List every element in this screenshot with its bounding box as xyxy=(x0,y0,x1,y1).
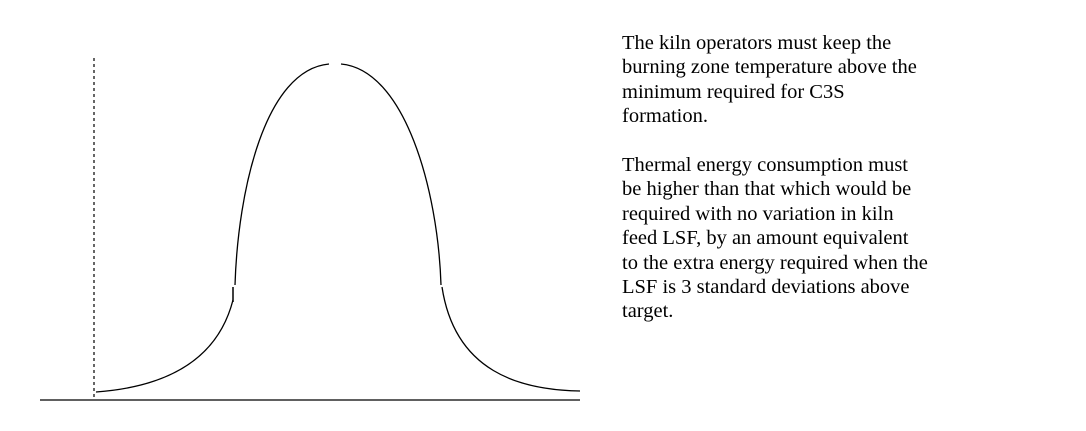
distribution-curve-diagram xyxy=(40,58,581,401)
paragraph-temperature: The kiln operators must keep the burning… xyxy=(622,32,917,128)
bell-curve-left-tail xyxy=(95,299,234,393)
bell-curve-left-side xyxy=(234,63,330,286)
paragraph-energy: Thermal energy consumption must be highe… xyxy=(622,154,928,323)
bell-curve-right-tail xyxy=(441,286,581,392)
explanation-text-panel: The kiln operators must keep the burning… xyxy=(622,31,1022,348)
bell-curve-right-side xyxy=(340,63,442,286)
